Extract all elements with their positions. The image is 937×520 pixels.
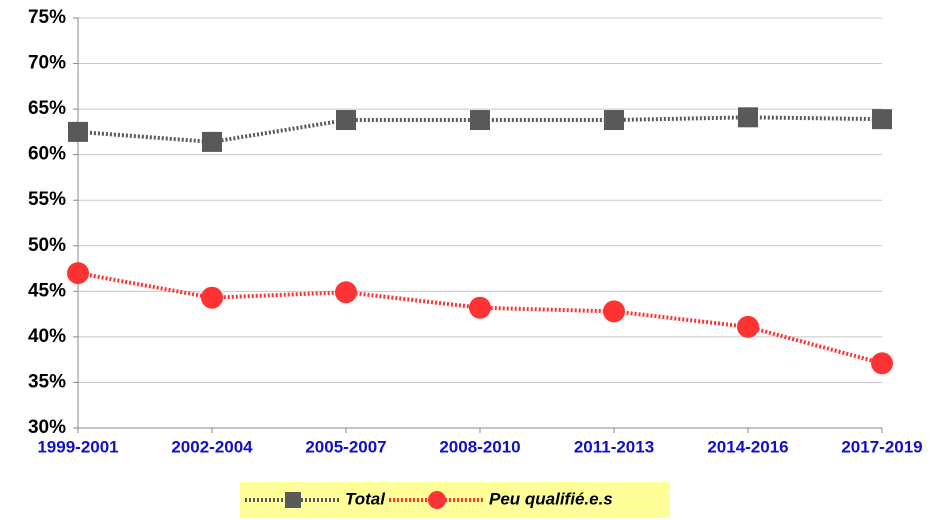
marker (872, 109, 892, 130)
x-tick-label: 2005-2007 (305, 437, 386, 456)
y-tick-label: 65% (28, 98, 66, 119)
y-tick-label: 30% (28, 417, 66, 438)
x-tick-label: 2002-2004 (171, 437, 253, 456)
marker (871, 352, 893, 375)
marker (604, 110, 624, 131)
marker (336, 110, 356, 131)
legend-label: Total (345, 489, 386, 508)
marker (469, 296, 491, 319)
marker (201, 286, 223, 309)
legend-box (240, 482, 670, 518)
marker (335, 281, 357, 304)
legend-marker (427, 491, 446, 509)
marker (738, 107, 758, 128)
x-tick-label: 2014-2016 (707, 437, 788, 456)
legend: Total Peu qualifié.e.s (240, 482, 670, 518)
y-tick-label: 60% (28, 144, 66, 165)
marker (202, 131, 222, 152)
y-tick-label: 50% (28, 235, 66, 256)
marker (737, 315, 759, 338)
x-tick-label: 2017-2019 (841, 437, 922, 456)
legend-label: Peu qualifié.e.s (489, 489, 613, 508)
marker (67, 262, 89, 285)
legend-marker (285, 492, 301, 508)
y-tick-label: 40% (28, 326, 66, 347)
marker (470, 110, 490, 131)
y-tick-label: 75% (28, 7, 66, 28)
y-tick-label: 35% (28, 371, 66, 392)
marker (603, 300, 625, 323)
marker (68, 121, 88, 142)
x-tick-label: 2008-2010 (439, 437, 520, 456)
y-tick-label: 70% (28, 53, 66, 74)
x-tick-label: 2011-2013 (574, 437, 654, 456)
y-tick-label: 45% (28, 280, 66, 301)
y-tick-label: 55% (28, 189, 66, 210)
x-tick-label: 1999-2001 (37, 437, 118, 456)
